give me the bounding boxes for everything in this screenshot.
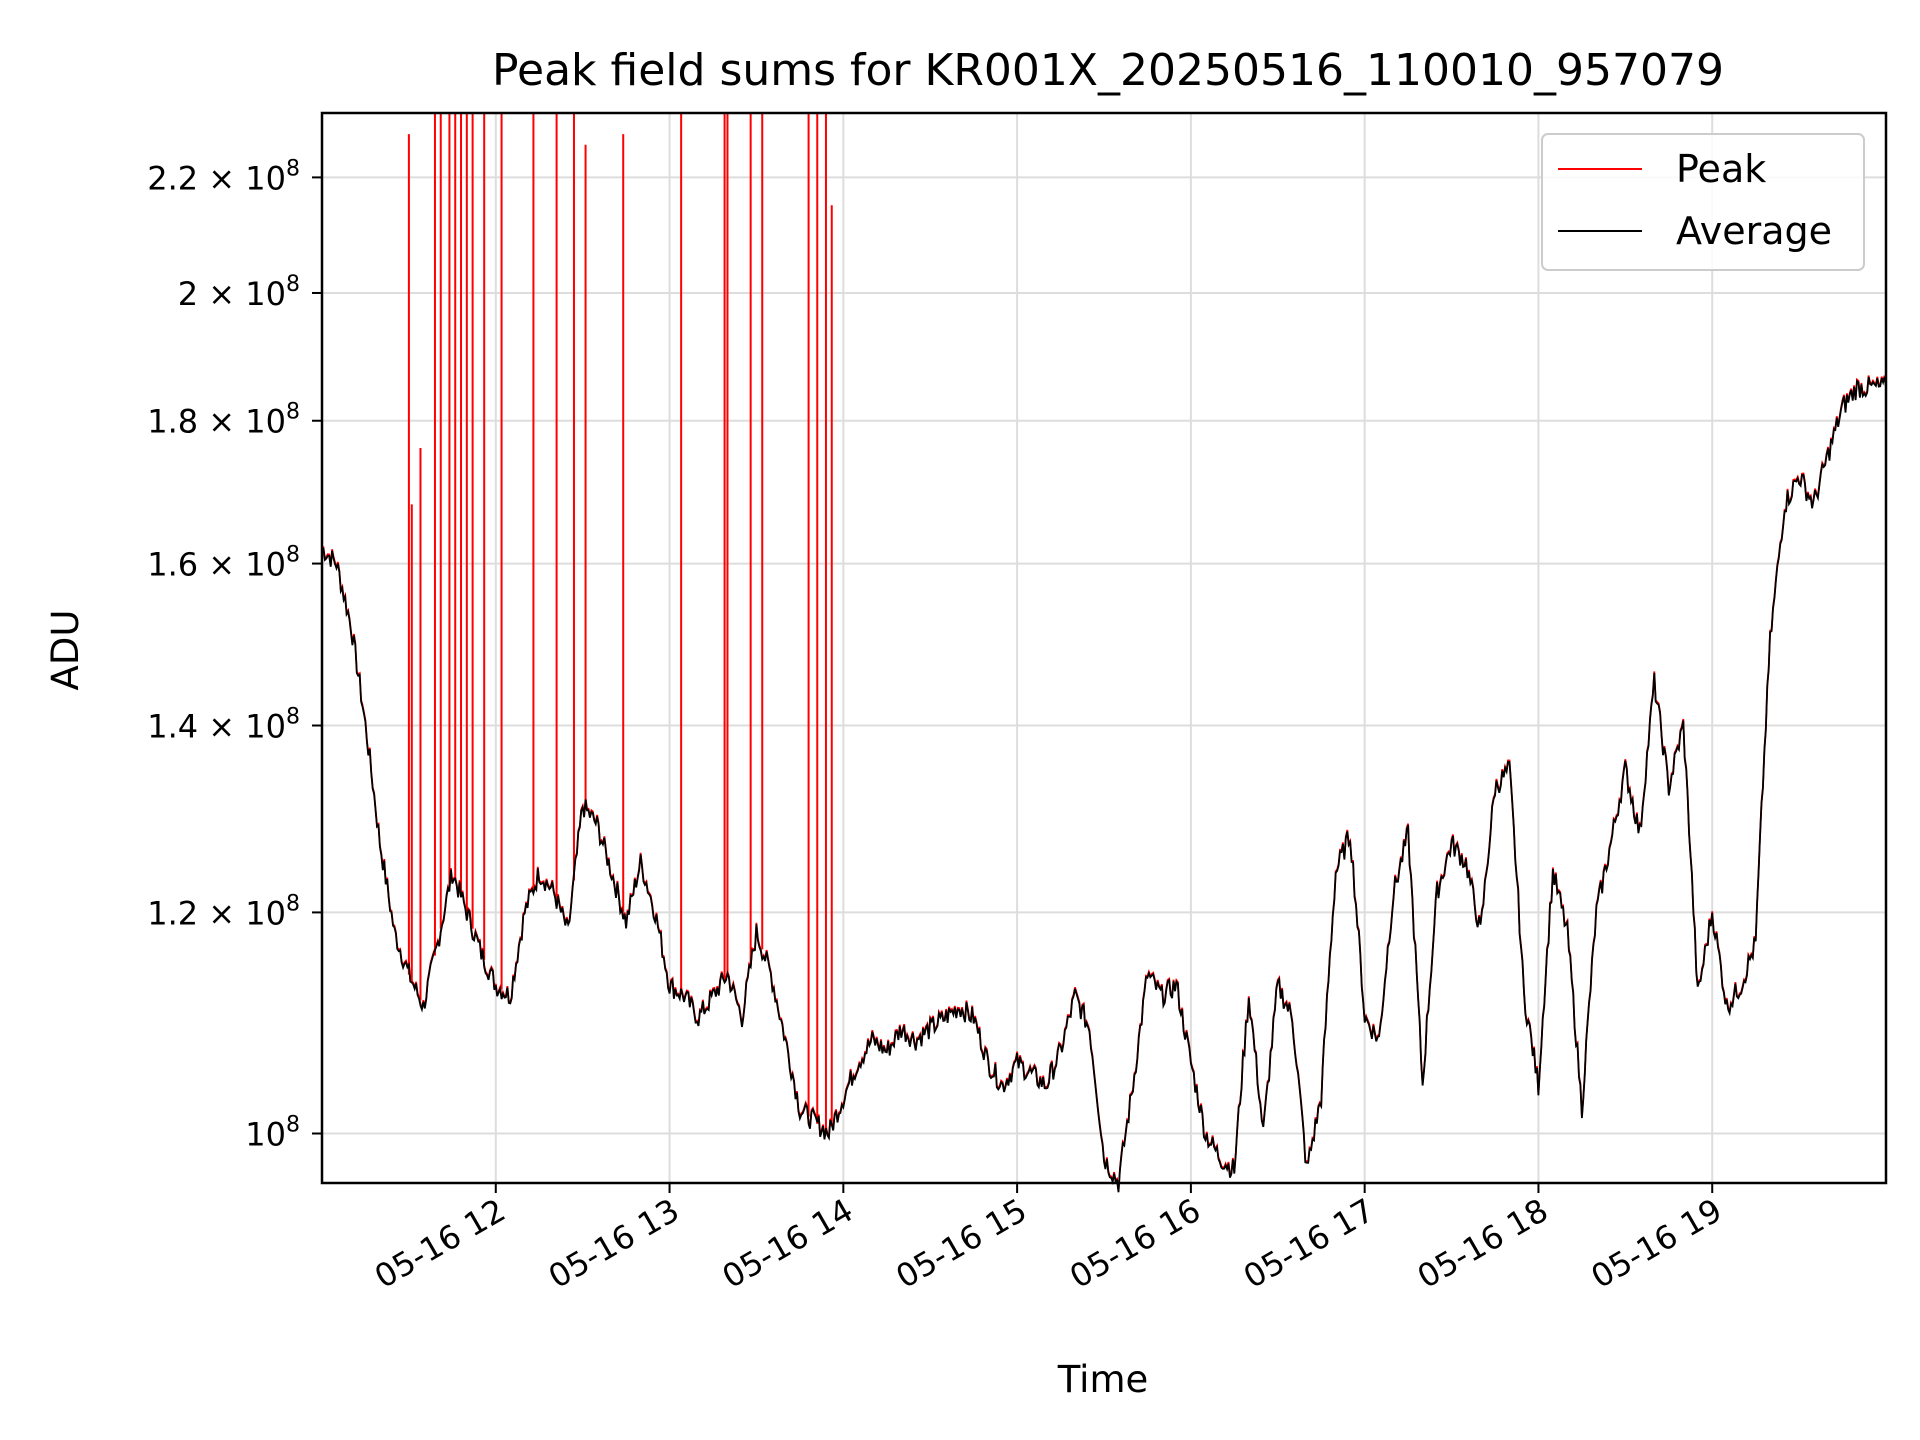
x-gridlines: [494, 113, 1714, 1183]
y-tick-label: 1.2 × 108: [147, 891, 300, 932]
y-gridlines: [322, 176, 1886, 1135]
y-tick-label: 2.2 × 108: [147, 156, 300, 197]
y-tick-label: 1.8 × 108: [147, 400, 300, 441]
y-tick-label: 2 × 108: [178, 272, 300, 313]
y-axis-ticks: 108 1.2 × 108 1.4 × 108 1.6 × 108 1.8 × 108 2…: [147, 156, 322, 1153]
legend-label-peak: Peak: [1676, 147, 1766, 191]
chart-title: Peak field sums for KR001X_20250516_1100…: [492, 45, 1724, 96]
series-line-average: [322, 376, 1887, 1193]
plot-frame: [320, 111, 1888, 1185]
x-axis-label: Time: [1057, 1358, 1149, 1401]
y-tick-label: 108: [245, 1112, 300, 1153]
peak-spikes: [407, 113, 833, 1132]
y-axis-label: ADU: [44, 610, 87, 691]
legend-label-average: Average: [1676, 209, 1832, 253]
y-tick-label: 1.6 × 108: [147, 543, 300, 584]
plot-area: [322, 113, 1887, 1193]
y-tick-label: 1.4 × 108: [147, 704, 300, 745]
legend: Peak Average: [1541, 133, 1865, 271]
